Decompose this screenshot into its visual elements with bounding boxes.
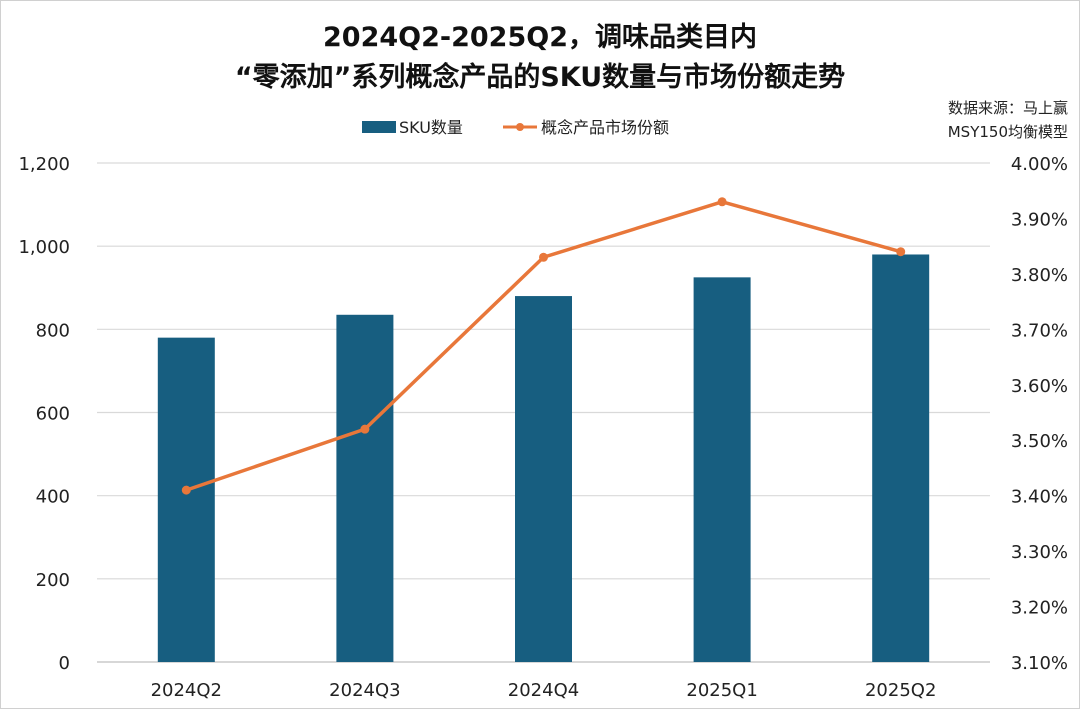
y-left-tick-label: 1,000: [18, 237, 70, 258]
y-right-tick-label: 4.00%: [1011, 154, 1068, 175]
x-tick-label: 2024Q4: [508, 680, 579, 701]
y-axis-right: 3.10% 3.20% 3.30% 3.40% 3.50% 3.60% 3.70% 3.80%…: [1011, 154, 1068, 674]
legend: SKU数量 概念产品市场份额: [362, 118, 669, 137]
y-left-tick-label: 1,200: [18, 154, 70, 175]
y-left-tick-label: 0: [59, 653, 70, 674]
y-right-tick-label: 3.10%: [1011, 653, 1068, 674]
line-point-2024Q3: [360, 424, 370, 434]
y-right-tick-label: 3.50%: [1011, 431, 1068, 452]
y-left-tick-label: 200: [36, 570, 70, 591]
y-left-tick-label: 800: [36, 320, 70, 341]
source-line-1: 数据来源：马上赢: [948, 99, 1068, 117]
y-axis-left: 0 200 400 600 800 1,000 1,200: [18, 154, 70, 674]
line-series: [181, 197, 906, 495]
legend-label-bar: SKU数量: [399, 118, 463, 137]
y-right-tick-label: 3.60%: [1011, 376, 1068, 397]
y-right-tick-label: 3.30%: [1011, 542, 1068, 563]
y-left-tick-label: 600: [36, 404, 70, 425]
line-point-2025Q1: [717, 197, 727, 207]
gridlines: [97, 162, 990, 663]
x-tick-label: 2024Q2: [151, 680, 222, 701]
line-point-2024Q2: [181, 485, 191, 495]
bar-2025Q1: [693, 277, 751, 662]
line-point-2024Q4: [539, 252, 548, 262]
legend-label-line: 概念产品市场份额: [541, 118, 669, 137]
bar-2025Q2: [872, 254, 930, 662]
chart-title-line-2: “零添加”系列概念产品的SKU数量与市场份额走势: [235, 61, 845, 93]
line-point-2025Q2: [896, 247, 906, 257]
y-right-tick-label: 3.90%: [1011, 209, 1068, 230]
source-line-2: MSY150均衡模型: [948, 123, 1068, 141]
y-left-tick-label: 400: [36, 487, 70, 508]
bar-series: [157, 254, 930, 662]
chart-title-line-1: 2024Q2-2025Q2，调味品类目内: [323, 22, 757, 53]
legend-swatch-bar: [362, 121, 396, 133]
y-right-tick-label: 3.40%: [1011, 487, 1068, 508]
bar-2024Q4: [515, 296, 572, 662]
bar-2024Q2: [157, 337, 215, 662]
y-right-tick-label: 3.70%: [1011, 320, 1068, 341]
y-right-tick-label: 3.20%: [1011, 598, 1068, 619]
x-axis: 2024Q2 2024Q3 2024Q4 2025Q1 2025Q2: [151, 680, 937, 701]
y-right-tick-label: 3.80%: [1011, 265, 1068, 286]
bar-2024Q3: [336, 314, 394, 662]
x-tick-label: 2024Q3: [329, 680, 400, 701]
x-tick-label: 2025Q1: [686, 680, 757, 701]
x-tick-label: 2025Q2: [865, 680, 936, 701]
legend-swatch-marker: [516, 123, 524, 131]
